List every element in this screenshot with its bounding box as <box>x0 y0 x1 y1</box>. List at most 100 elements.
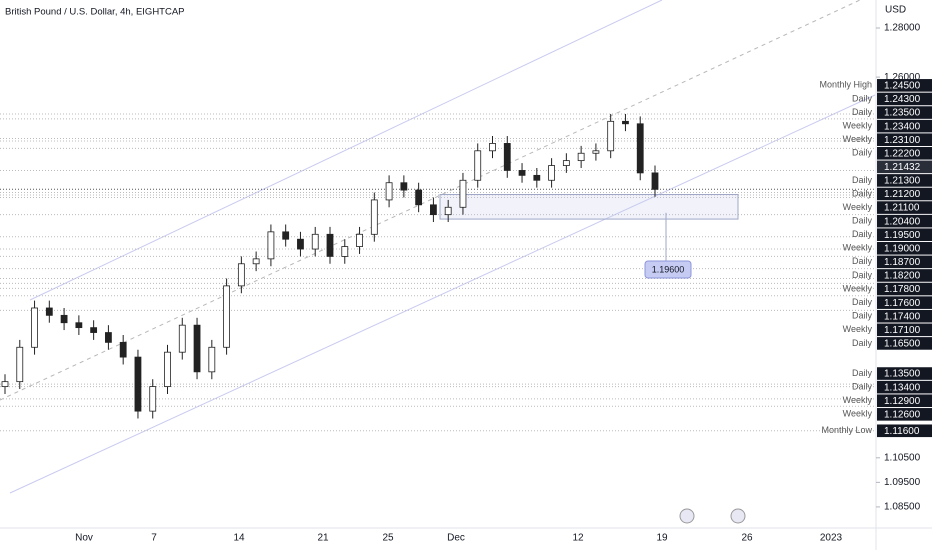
level-label: 1.16500 <box>884 339 921 350</box>
level-note: Weekly <box>843 134 873 144</box>
candle-body <box>651 172 659 190</box>
candle-body <box>503 143 511 171</box>
level-label: 1.24500 <box>884 81 921 92</box>
level-label: 1.17800 <box>884 284 921 295</box>
level-box <box>877 241 932 255</box>
y-tick-label: 1.28000 <box>884 23 921 34</box>
level-label: 1.23400 <box>884 121 921 132</box>
candle-body <box>105 332 112 343</box>
x-tick-label: Nov <box>75 533 93 544</box>
level-box <box>877 255 932 269</box>
candle-body <box>592 150 600 154</box>
level-box <box>877 133 932 146</box>
level-note: Monthly Low <box>821 425 872 435</box>
y-tick-label: 1.08500 <box>884 502 921 513</box>
zone <box>439 194 739 220</box>
last-price-box <box>877 160 932 174</box>
candle-body <box>16 346 24 383</box>
level-box <box>877 201 932 214</box>
candle-body <box>208 346 216 373</box>
x-tick-label: 26 <box>741 533 753 544</box>
level-box <box>877 424 932 438</box>
candle-body <box>518 170 526 176</box>
x-tick-label: 25 <box>382 533 394 544</box>
candle-body <box>267 231 275 260</box>
x-tick-label: 7 <box>151 533 157 544</box>
candle-body <box>562 160 570 166</box>
channel-mid <box>0 0 861 401</box>
level-box <box>877 323 932 337</box>
level-label: 1.23500 <box>884 108 921 119</box>
y-tick-label: 1.26000 <box>884 72 921 83</box>
candle-body <box>548 165 555 181</box>
candle-body <box>193 324 201 373</box>
level-box <box>877 79 932 92</box>
level-box <box>877 146 932 160</box>
level-label: 1.23100 <box>884 135 921 146</box>
candle-body <box>385 182 393 201</box>
candle-body <box>164 351 171 387</box>
candle-body <box>474 150 482 181</box>
level-label: 1.18700 <box>884 257 921 268</box>
chart-title: British Pound / U.S. Dollar, 4h, EIGHTCA… <box>5 7 185 18</box>
level-box <box>877 174 932 187</box>
target-label: 1.19600 <box>652 264 685 274</box>
candle-body <box>149 386 157 412</box>
candle-body <box>1 381 9 387</box>
level-note: Daily <box>852 368 873 378</box>
level-note: Daily <box>852 270 873 280</box>
level-note: Daily <box>852 175 873 185</box>
level-label: 1.21100 <box>884 203 920 214</box>
x-tick-label: 14 <box>233 533 245 544</box>
level-box <box>877 269 932 282</box>
level-label: 1.24300 <box>884 94 921 105</box>
level-box <box>877 394 932 408</box>
level-note: Weekly <box>843 324 873 334</box>
candle-body <box>459 179 467 208</box>
candle-body <box>134 356 142 412</box>
level-label: 1.17100 <box>884 325 921 336</box>
level-label: 1.13500 <box>884 369 921 380</box>
level-note: Weekly <box>843 202 873 212</box>
level-box <box>877 337 932 350</box>
x-tick-label: 2023 <box>820 533 843 544</box>
level-label: 1.22200 <box>884 148 921 159</box>
candle-body <box>489 143 496 152</box>
level-label: 1.12900 <box>884 396 921 407</box>
level-note: Daily <box>852 256 873 266</box>
currency-label: USD <box>885 5 906 16</box>
level-note: Daily <box>852 311 873 321</box>
candle-body <box>90 327 98 333</box>
level-label: 1.20400 <box>884 216 921 227</box>
level-note: Daily <box>852 216 873 226</box>
level-box <box>877 408 932 421</box>
level-note: Daily <box>852 188 873 198</box>
level-box <box>877 119 932 133</box>
level-label: 1.21200 <box>884 189 921 200</box>
candle-body <box>415 189 423 206</box>
x-tick-label: 19 <box>656 533 668 544</box>
level-note: Weekly <box>843 409 873 419</box>
level-label: 1.19500 <box>884 230 921 241</box>
candle-body <box>341 246 349 257</box>
x-tick-label: Dec <box>447 533 465 544</box>
target-box <box>644 260 692 279</box>
level-note: Daily <box>852 297 873 307</box>
level-label: 1.13400 <box>884 382 921 393</box>
x-tick-label: 12 <box>572 533 584 544</box>
level-box <box>877 367 932 380</box>
y-tick-label: 1.09500 <box>884 477 921 488</box>
candle-body <box>223 285 230 348</box>
level-label: 1.11600 <box>884 426 920 437</box>
candle-body <box>370 199 378 235</box>
candle-body <box>60 314 68 324</box>
level-note: Weekly <box>843 395 873 405</box>
level-label: 1.17400 <box>884 311 921 322</box>
candle-body <box>119 341 127 358</box>
level-label: 1.21300 <box>884 176 921 187</box>
level-label: 1.19000 <box>884 243 921 254</box>
level-note: Daily <box>852 148 873 158</box>
candle-body <box>237 263 245 287</box>
